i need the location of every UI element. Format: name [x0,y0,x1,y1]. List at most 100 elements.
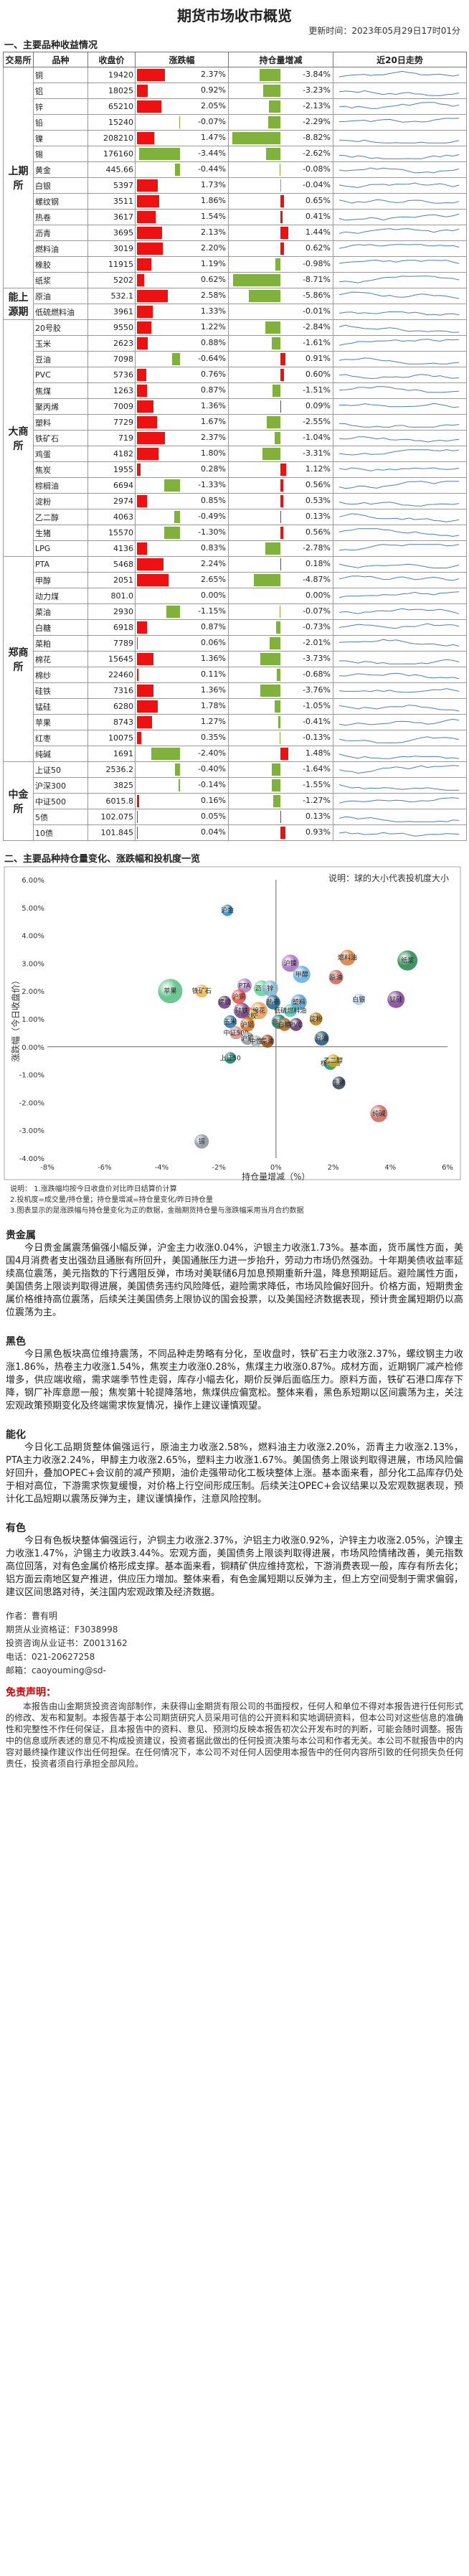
oi-change-cell: -3.76% [228,682,333,699]
close-price: 9550 [87,319,136,336]
bubble-point[interactable] [222,904,234,916]
bubble-point[interactable] [232,989,247,1004]
oi-change-bar [276,621,280,634]
bubble-point[interactable] [289,1017,303,1031]
oi-change-bar [280,511,281,523]
close-price: 3511 [87,193,136,210]
bubble-point[interactable] [326,1054,340,1068]
product-name: 鸡蛋 [33,446,88,462]
bubble-point[interactable] [218,995,232,1009]
table-row: 沪深300 3825 -0.14% -1.55% [4,777,467,794]
change-value: 2.13% [201,227,226,237]
product-name: 焦煤 [33,382,88,399]
table-row: 橡胶 11915 1.19% -0.98% [4,256,467,273]
oi-change-value: 0.41% [305,212,331,221]
bubble-point[interactable] [328,969,344,984]
oi-change-cell: -0.13% [228,730,333,746]
table-row: 动力煤 801.0 0.00% 0.00% [4,588,467,604]
close-price: 4182 [87,446,136,462]
y-tick-label: 4.00% [22,933,44,941]
bubble-point[interactable] [353,993,365,1005]
bubble-point[interactable] [224,1015,237,1028]
bubble-point[interactable] [240,1017,255,1032]
x-tick-label: 4% [384,1164,396,1172]
y-tick-label: 5.00% [22,905,44,913]
bubble-point[interactable] [283,1004,297,1017]
change-cell: 1.19% [135,256,229,273]
bubble-point[interactable] [332,1076,346,1090]
bubble-point[interactable] [293,965,311,983]
trend-line [338,831,460,837]
close-price: 7009 [87,398,136,415]
change-bar [137,211,156,223]
trend-cell [333,272,467,288]
bubble-point[interactable] [309,1012,323,1025]
y-tick-label: -2.00% [19,1099,44,1107]
change-cell: -1.33% [135,477,229,494]
change-cell: 1.54% [135,209,229,225]
bubble-point[interactable] [281,954,299,972]
oi-change-cell: -0.68% [228,667,333,683]
bubble-point[interactable] [224,1052,237,1064]
oi-change-cell: 1.44% [228,225,333,241]
col-oi-change: 持仓量增减 [228,52,333,67]
close-price: 4063 [87,509,136,525]
product-name: 燃料油 [33,240,88,257]
trend-line [338,527,460,537]
commentary-nonferrous: 有色 今日有色板块整体偏强运行，沪铜主力收涨2.37%，沪铝主力收涨0.92%，… [0,1516,469,1599]
change-cell: 2.13% [135,225,229,241]
change-cell: 2.20% [135,240,229,257]
bubble-label: 纸浆 [401,956,414,965]
trend-cell [333,588,467,604]
trend-cell [333,714,467,730]
product-name: 棕榈油 [33,477,88,494]
oi-change-value: -3.73% [303,654,331,663]
oi-change-value: -1.55% [303,780,331,789]
x-tick-label: -2% [212,1164,225,1172]
trend-sparkline [338,816,460,822]
bubble-point[interactable] [158,979,183,1004]
author-email[interactable]: 邮箱：caoyouming@sd- [6,1665,106,1675]
trend-sparkline [338,199,460,204]
bubble-point[interactable] [260,1035,274,1048]
trend-line [338,70,460,77]
trend-sparkline [338,501,460,507]
oi-change-cell: 1.48% [228,746,333,762]
trend-line [338,385,460,392]
change-bar [151,748,180,760]
change-bar [172,353,180,365]
trend-line [338,139,460,144]
trend-sparkline [338,166,460,173]
trend-cell [333,335,467,352]
bubble-point[interactable] [237,978,252,993]
oi-change-value: 0.93% [305,827,331,837]
change-bar [137,811,138,823]
trend-line [338,512,460,522]
bubble-point[interactable] [194,1134,209,1149]
bubble-point[interactable] [314,1031,329,1046]
change-value: 1.47% [201,133,226,142]
change-value: 0.35% [201,733,226,742]
change-bar [137,653,153,665]
futures-table: 交易所 品种 收盘价 涨跌幅 持仓量增减 近20日走势 上期所铜 19420 2.3… [3,52,467,841]
oi-change-value: -1.05% [303,701,331,710]
close-price: 4136 [87,540,136,557]
table-row: 生猪 15570 -1.30% 0.56% [4,525,467,541]
bubble-label: 淀粉 [310,1015,323,1023]
bubble-point[interactable] [234,1002,250,1019]
bubble-point[interactable] [265,995,280,1010]
bubble-point[interactable] [229,1026,243,1040]
trend-cell [333,209,467,225]
bubble-point[interactable] [262,980,278,997]
product-name: 铜 [33,67,88,83]
bubble-point[interactable] [370,1104,388,1122]
bubble-point[interactable] [339,949,356,966]
bubble-label: 菜油 [261,1037,274,1045]
bubble-point[interactable] [195,984,209,998]
change-cell: 2.05% [135,98,229,115]
bubble-point[interactable] [250,1035,262,1048]
bubble-point[interactable] [387,990,405,1008]
trend-line [338,501,460,507]
bubble-point[interactable] [278,1017,291,1031]
bubble-point[interactable] [397,950,418,971]
